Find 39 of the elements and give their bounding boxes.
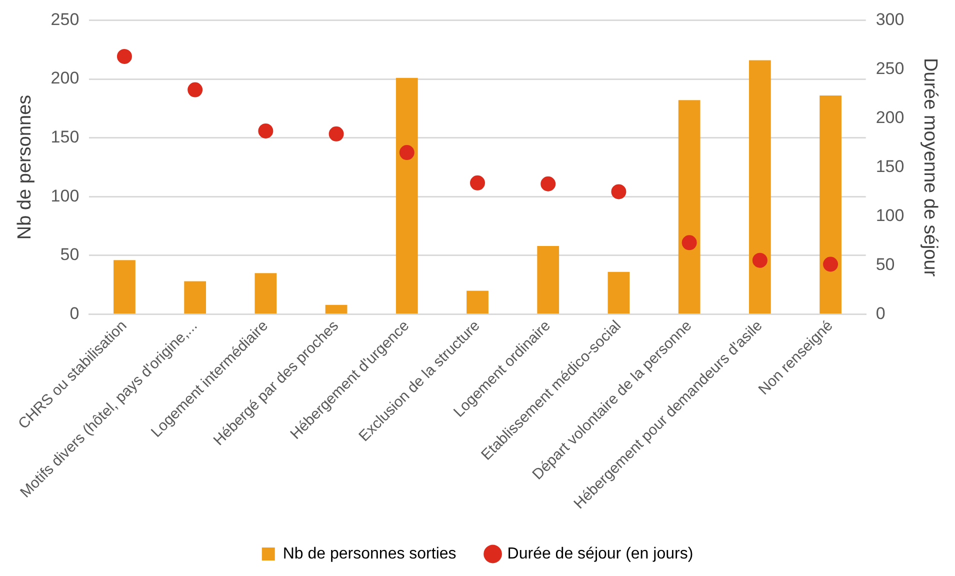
point: [328, 126, 344, 142]
point: [116, 48, 132, 64]
point: [611, 184, 626, 200]
point: [682, 235, 697, 250]
y2-tick-label: 200: [876, 108, 904, 127]
point: [752, 252, 768, 268]
y-tick-label: 200: [50, 68, 80, 88]
point: [399, 145, 414, 160]
point: [188, 82, 203, 98]
y2-tick-label: 300: [876, 10, 904, 29]
bar: [466, 290, 488, 314]
y2-tick-label: 150: [876, 156, 904, 176]
y-tick-label: 50: [60, 245, 80, 264]
y2-tick-label: 50: [876, 254, 895, 274]
legend-label: Durée de séjour (en jours): [507, 545, 694, 562]
legend-label: Nb de personnes sorties: [282, 545, 456, 562]
bar: [820, 95, 842, 314]
point: [823, 256, 838, 272]
bar: [608, 272, 630, 314]
bar: [678, 100, 700, 314]
y2-tick-label: 0: [876, 304, 886, 323]
y-tick-label: 100: [50, 186, 80, 206]
point: [470, 175, 485, 190]
bar: [748, 60, 771, 314]
y2-axis-title: Durée moyenne de séjour: [919, 58, 940, 278]
y-tick-label: 0: [70, 304, 80, 323]
y-tick-label: 150: [50, 128, 80, 146]
bar: [325, 304, 348, 314]
point: [258, 123, 274, 138]
y-axis-title: Nb de personnes: [14, 94, 36, 240]
bar: [396, 78, 418, 314]
y-tick-label: 250: [50, 10, 80, 29]
bar: [114, 260, 136, 314]
y2-tick-label: 250: [876, 58, 904, 78]
y2-tick-label: 100: [876, 206, 904, 225]
bar: [537, 246, 560, 314]
bar: [184, 281, 206, 314]
point: [540, 176, 556, 192]
bar: [254, 273, 277, 314]
